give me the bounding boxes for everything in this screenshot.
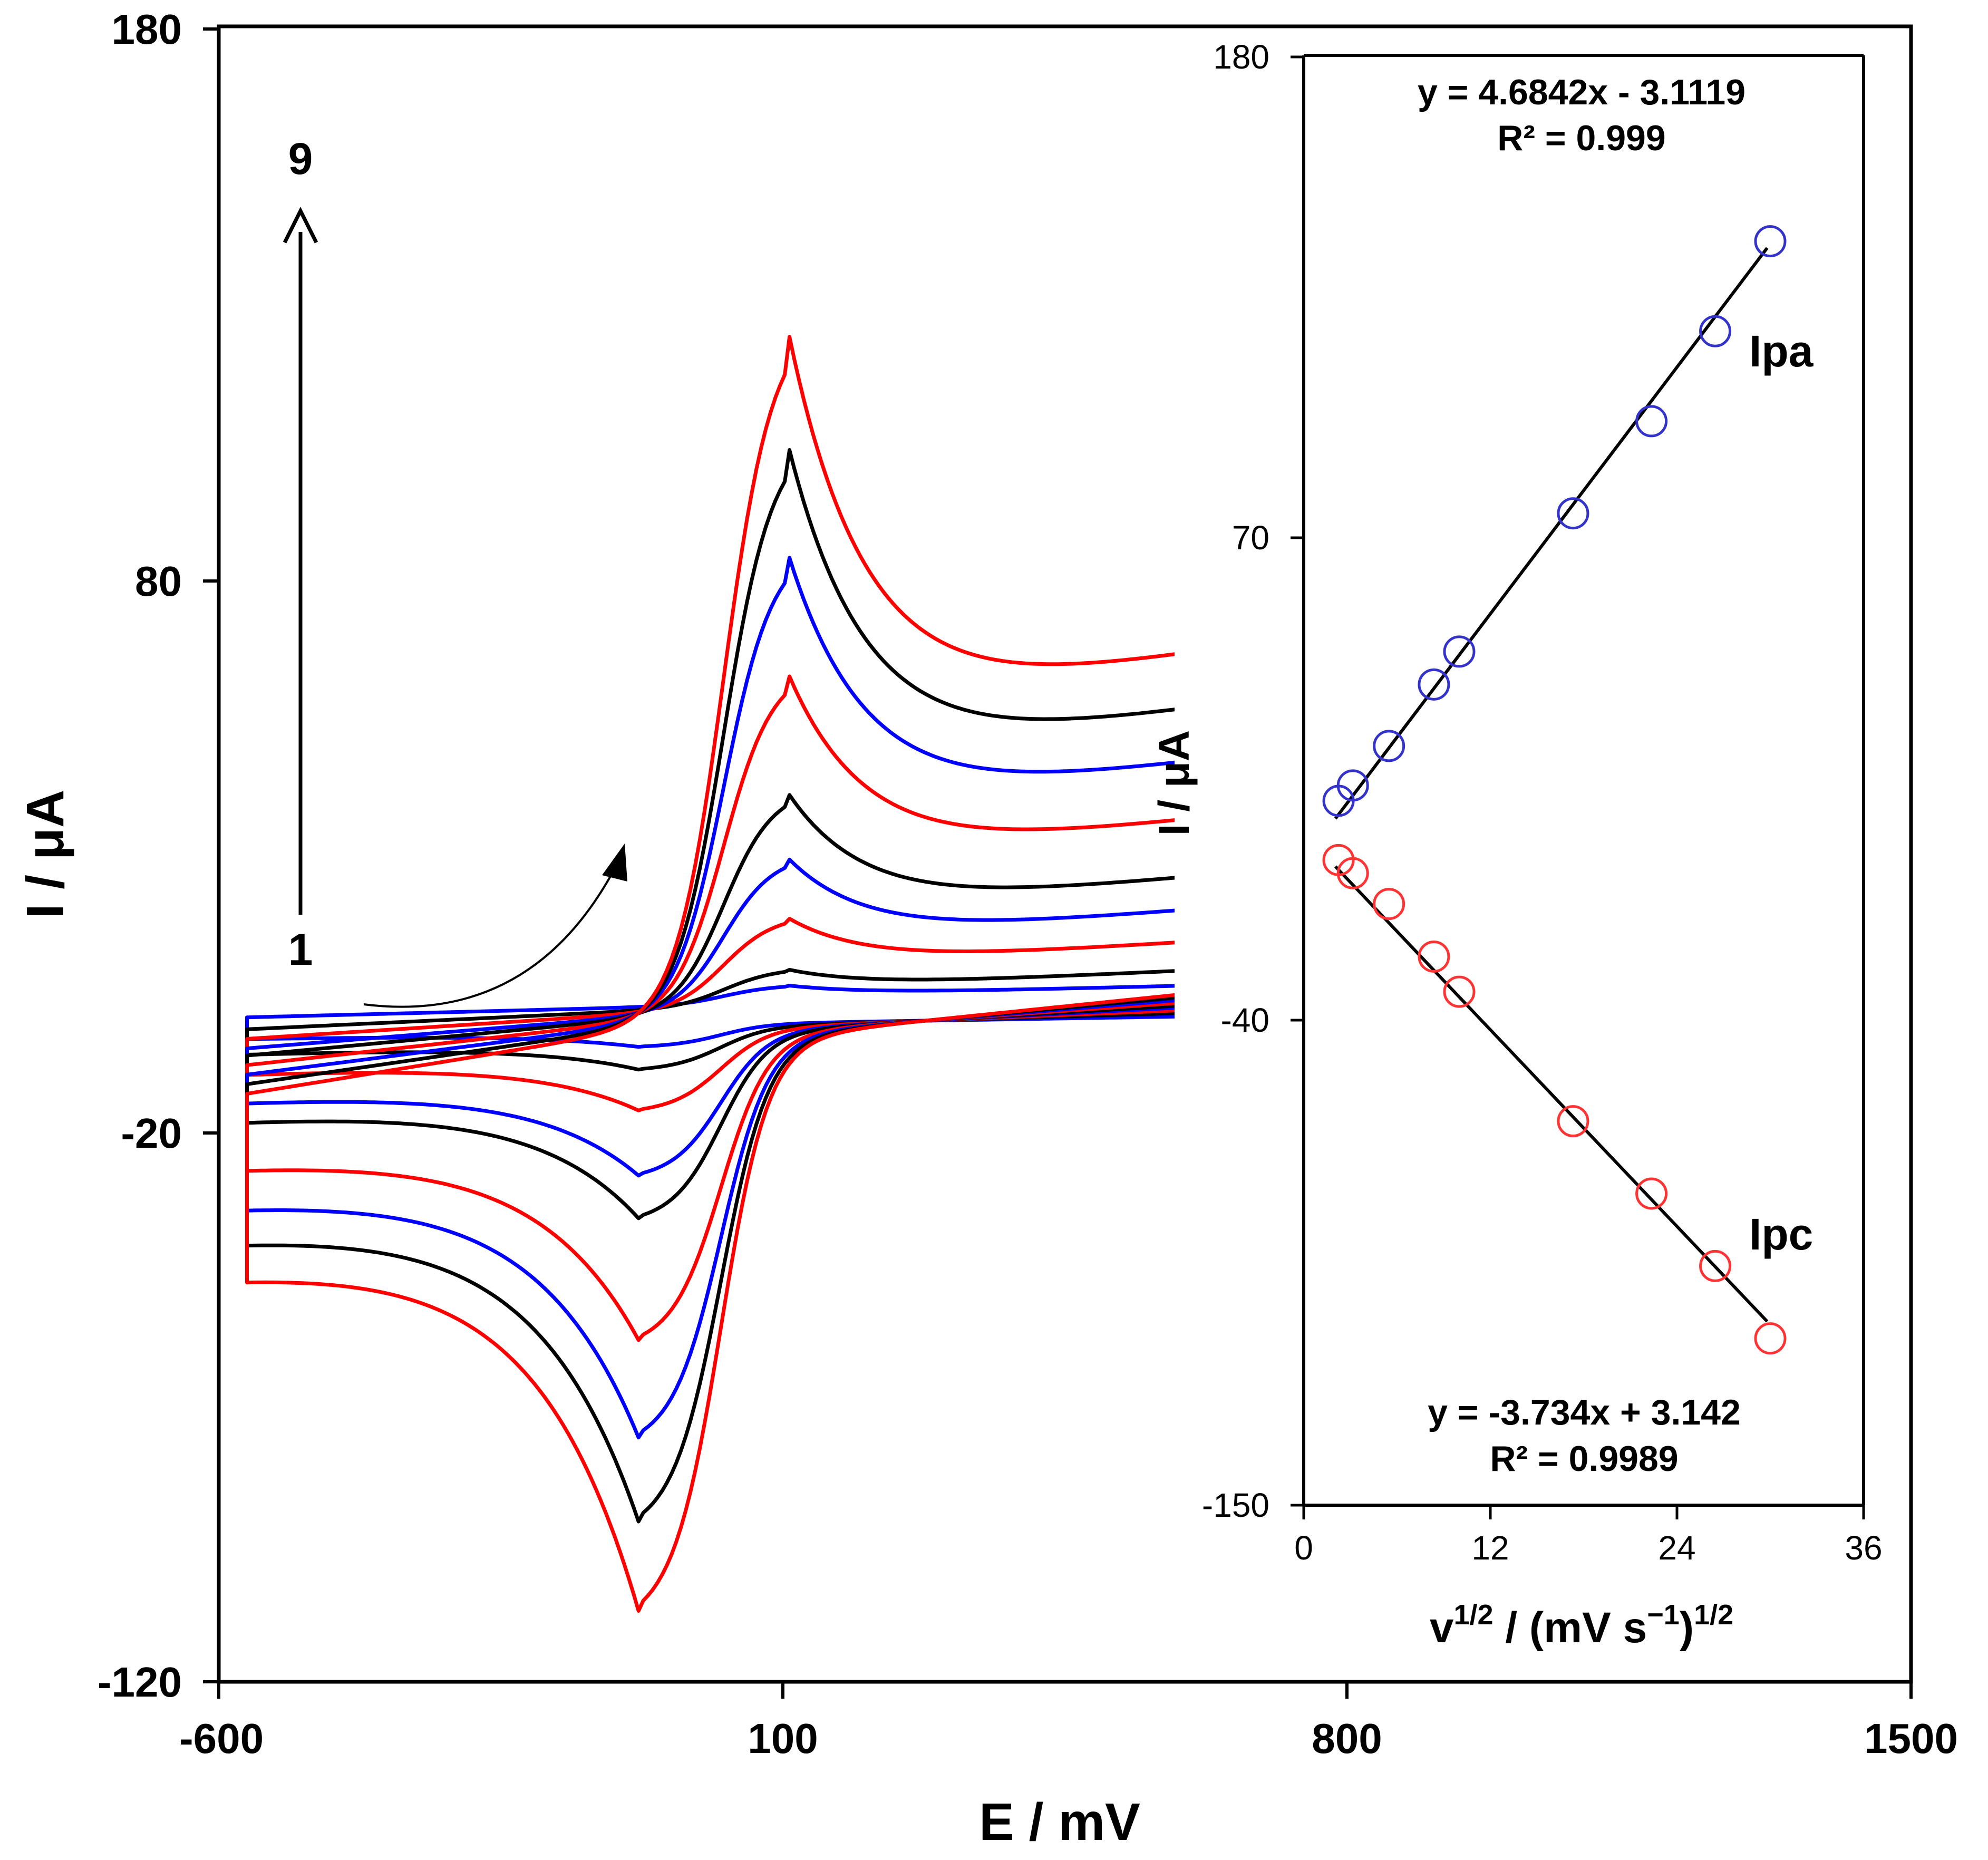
- data-point-ipa: [1754, 225, 1787, 258]
- inset-x-tick-label: 36: [1845, 1529, 1882, 1567]
- x-tick-label: -600: [179, 1715, 264, 1762]
- data-point-ipa: [1336, 769, 1369, 802]
- data-point-ipa: [1373, 730, 1405, 762]
- y-tick-label: -120: [98, 1659, 182, 1706]
- data-point-ipc: [1557, 1105, 1589, 1138]
- scan-rate-arrow-head: [283, 207, 318, 244]
- inset-x-tick-label: 0: [1294, 1529, 1313, 1567]
- ipc-fit-equation: y = -3.734x + 3.142: [1428, 1392, 1741, 1432]
- inset-chart: 180 70 -40 -150 0 12 24 36 v1/2 / (mV s−…: [1150, 29, 1907, 1652]
- main-plot-frame: [217, 24, 1913, 1684]
- data-point-ipa: [1635, 405, 1668, 438]
- inset-marks: [1322, 225, 1787, 1355]
- inset-y-tick-label: -40: [1221, 1001, 1270, 1039]
- data-point-ipc: [1336, 857, 1369, 889]
- data-point-ipc: [1373, 888, 1405, 921]
- data-point-ipc: [1635, 1177, 1668, 1210]
- y-tick-label: -20: [121, 1110, 182, 1157]
- inset-y-tick-label: 180: [1213, 38, 1269, 76]
- inset-y-tick-label: 70: [1232, 519, 1269, 557]
- ipa-fit-r2: R² = 0.999: [1497, 118, 1665, 158]
- data-point-ipa: [1699, 315, 1732, 347]
- y-axis-label: I / μA: [16, 790, 75, 919]
- fit-line-ipc: [1334, 865, 1769, 1323]
- ipc-series-label: Ipc: [1749, 1209, 1813, 1259]
- data-point-ipa: [1418, 668, 1450, 701]
- inset-x-tick-label: 24: [1658, 1529, 1695, 1567]
- data-point-ipa: [1443, 635, 1476, 668]
- inset-x-tick-label: 12: [1471, 1529, 1509, 1567]
- inset-x-axis-label: v1/2 / (mV s−1)1/2: [1430, 1599, 1733, 1652]
- x-tick-label: 800: [1312, 1715, 1382, 1762]
- arrow-label-bottom: 1: [288, 925, 313, 974]
- x-axis-label: E / mV: [979, 1793, 1140, 1852]
- arrow-label-top: 9: [288, 134, 313, 183]
- data-point-ipc: [1418, 940, 1450, 973]
- data-point-ipc: [1443, 975, 1476, 1008]
- data-point-ipc: [1754, 1322, 1787, 1355]
- ipc-fit-r2: R² = 0.9989: [1490, 1439, 1678, 1479]
- ipa-fit-equation: y = 4.6842x - 3.1119: [1418, 72, 1745, 112]
- sweep-direction-arrowhead: [602, 844, 627, 881]
- y-tick-label: 180: [112, 6, 182, 53]
- y-tick-label: 80: [135, 558, 182, 605]
- x-tick-label: 1500: [1864, 1715, 1958, 1762]
- inset-y-tick-label: -150: [1202, 1486, 1269, 1524]
- data-point-ipc: [1699, 1249, 1732, 1282]
- inset-background: [1175, 29, 1907, 1524]
- x-tick-label: 100: [748, 1715, 818, 1762]
- inset-y-axis-label: I / μA: [1150, 730, 1198, 836]
- data-point-ipa: [1557, 497, 1589, 530]
- ipa-series-label: Ipa: [1749, 326, 1814, 376]
- sweep-direction-arrow: [363, 864, 618, 1008]
- fit-line-ipa: [1334, 247, 1769, 820]
